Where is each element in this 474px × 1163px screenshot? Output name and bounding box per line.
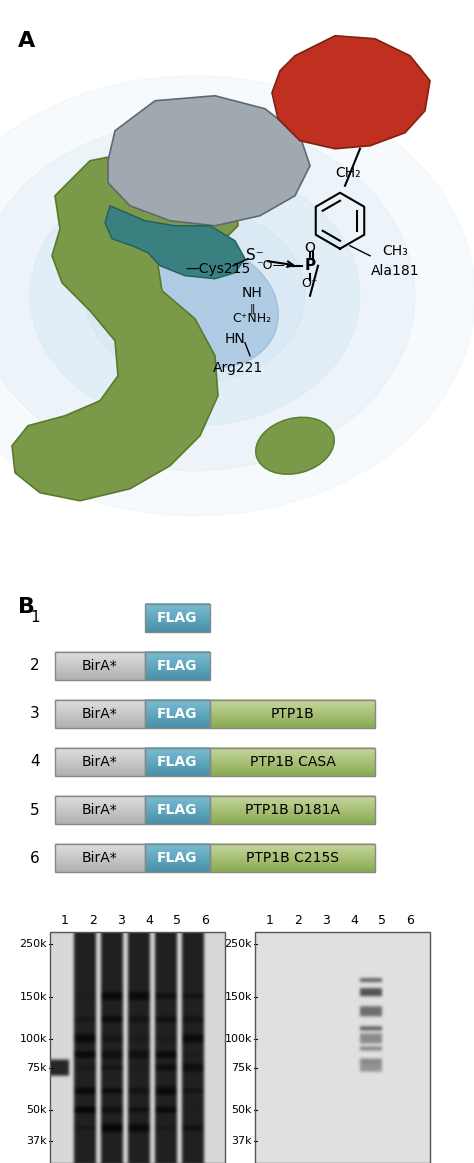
- Text: CH₃: CH₃: [382, 244, 408, 258]
- Text: HN: HN: [225, 331, 246, 345]
- Text: 4: 4: [145, 914, 153, 927]
- Text: PTP1B C215S: PTP1B C215S: [246, 851, 339, 865]
- Bar: [210, 844, 375, 872]
- Polygon shape: [272, 36, 430, 149]
- Text: Ala181: Ala181: [371, 264, 419, 278]
- Text: 75k: 75k: [27, 1063, 47, 1073]
- Text: 100k: 100k: [225, 1034, 252, 1043]
- Bar: [55, 651, 145, 679]
- Text: 1: 1: [266, 914, 274, 927]
- Bar: [255, 933, 430, 1163]
- Text: 2: 2: [89, 914, 97, 927]
- Text: FLAG: FLAG: [157, 658, 198, 672]
- Polygon shape: [12, 149, 238, 501]
- Text: ⁻O—: ⁻O—: [256, 259, 285, 272]
- Bar: [145, 700, 210, 728]
- Text: BirA*: BirA*: [82, 755, 118, 769]
- Text: BirA*: BirA*: [82, 658, 118, 672]
- Text: BirA*: BirA*: [82, 707, 118, 721]
- Text: 3: 3: [322, 914, 330, 927]
- Text: 4: 4: [350, 914, 358, 927]
- Text: —Cys215: —Cys215: [185, 262, 250, 276]
- Text: FLAG: FLAG: [157, 755, 198, 769]
- Text: 5: 5: [378, 914, 386, 927]
- Text: 37k: 37k: [231, 1136, 252, 1147]
- Text: FLAG: FLAG: [157, 707, 198, 721]
- Text: BirA*: BirA*: [82, 804, 118, 818]
- Text: O: O: [305, 241, 315, 255]
- Text: S⁻: S⁻: [246, 248, 264, 263]
- Text: 5: 5: [173, 914, 181, 927]
- Text: NH: NH: [242, 286, 263, 300]
- Bar: [145, 651, 210, 679]
- Bar: [145, 795, 210, 825]
- Text: C⁺NH₂: C⁺NH₂: [232, 312, 272, 326]
- Text: PTP1B: PTP1B: [271, 707, 314, 721]
- Bar: [55, 748, 145, 776]
- Polygon shape: [105, 206, 245, 279]
- Text: 6: 6: [406, 914, 414, 927]
- Text: FLAG: FLAG: [157, 851, 198, 865]
- Text: 100k: 100k: [19, 1034, 47, 1043]
- Text: P: P: [304, 258, 316, 273]
- Text: ‖: ‖: [249, 304, 255, 314]
- Bar: [55, 795, 145, 825]
- Ellipse shape: [255, 418, 334, 475]
- Text: Arg221: Arg221: [213, 361, 263, 374]
- Text: 50k: 50k: [27, 1105, 47, 1115]
- Text: CH₂: CH₂: [335, 166, 361, 180]
- Text: A: A: [18, 30, 35, 51]
- Text: PTP1B D181A: PTP1B D181A: [245, 804, 340, 818]
- Text: 1: 1: [30, 611, 40, 625]
- Text: PTP1B CASA: PTP1B CASA: [250, 755, 336, 769]
- Text: BirA*: BirA*: [82, 851, 118, 865]
- Text: 1: 1: [61, 914, 69, 927]
- Text: 6: 6: [30, 850, 40, 865]
- Bar: [210, 700, 375, 728]
- Bar: [210, 748, 375, 776]
- Bar: [210, 795, 375, 825]
- Text: FLAG: FLAG: [157, 611, 198, 625]
- Text: 37k: 37k: [27, 1136, 47, 1147]
- Text: FLAG: FLAG: [157, 804, 198, 818]
- Text: 75k: 75k: [231, 1063, 252, 1073]
- Bar: [145, 604, 210, 632]
- Text: 3: 3: [117, 914, 125, 927]
- Polygon shape: [108, 95, 310, 226]
- Text: B: B: [18, 597, 35, 616]
- Text: O⁻: O⁻: [302, 277, 318, 291]
- Text: 250k: 250k: [224, 939, 252, 949]
- Ellipse shape: [85, 208, 305, 384]
- Ellipse shape: [0, 121, 415, 471]
- Bar: [50, 933, 225, 1163]
- Text: 4: 4: [30, 755, 40, 770]
- Bar: [55, 844, 145, 872]
- Text: 50k: 50k: [231, 1105, 252, 1115]
- Ellipse shape: [132, 244, 278, 368]
- Text: 3: 3: [30, 706, 40, 721]
- Bar: [145, 844, 210, 872]
- Ellipse shape: [30, 166, 360, 426]
- Bar: [55, 700, 145, 728]
- Ellipse shape: [0, 76, 474, 515]
- Text: 150k: 150k: [225, 992, 252, 1001]
- Text: 150k: 150k: [19, 992, 47, 1001]
- Bar: [145, 748, 210, 776]
- Text: 5: 5: [30, 802, 40, 818]
- Text: 6: 6: [201, 914, 209, 927]
- Text: 2: 2: [294, 914, 302, 927]
- Text: 250k: 250k: [19, 939, 47, 949]
- Text: 2: 2: [30, 658, 40, 673]
